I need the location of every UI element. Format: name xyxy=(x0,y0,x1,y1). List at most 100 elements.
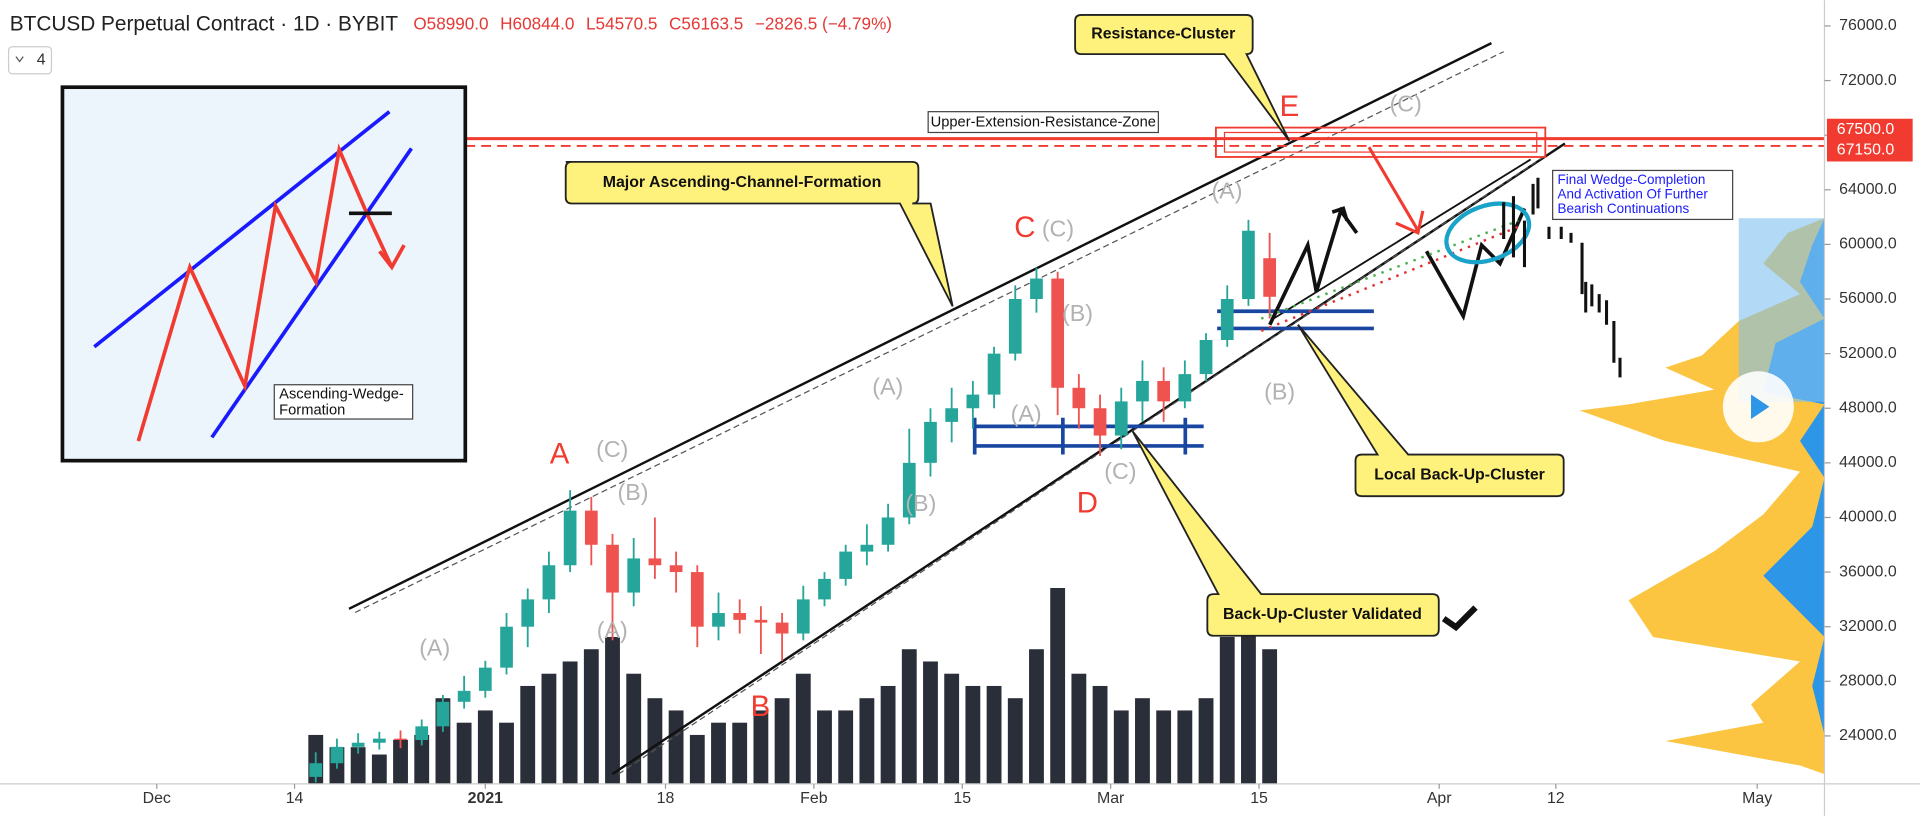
volume-bar xyxy=(859,698,875,784)
header: BTCUSD Perpetual Contract · 1D · BYBIT O… xyxy=(10,12,892,35)
candle-body xyxy=(1263,258,1276,297)
candle-body xyxy=(690,572,704,627)
volume-bar xyxy=(711,722,726,784)
axis-layer: 24000.0 28000.0 32000.0 36000.0 40000.0 44000… xyxy=(143,17,1913,807)
candle-body xyxy=(351,742,365,747)
candle-body xyxy=(1114,401,1128,436)
x-tick-label: 2021 xyxy=(468,790,504,807)
candle-body xyxy=(394,738,407,741)
inset-label: Formation xyxy=(279,402,345,418)
y-tick-label: 72000.0 xyxy=(1839,72,1897,89)
volume-bar xyxy=(1135,698,1150,784)
indicator-count[interactable]: 4 xyxy=(37,51,46,68)
candle-body xyxy=(775,622,789,634)
x-tick-label: May xyxy=(1742,790,1772,807)
volume-bar xyxy=(562,661,578,784)
level-label: 67500.0 xyxy=(1837,121,1895,138)
volume-bar xyxy=(1177,710,1193,784)
volume-bar xyxy=(1092,685,1108,784)
candle-body xyxy=(372,738,386,743)
wave-label: (B) xyxy=(905,490,936,516)
volume-bar xyxy=(668,710,684,784)
candle-body xyxy=(309,763,323,777)
candle-body xyxy=(839,551,853,579)
wave-label: (C) xyxy=(1104,458,1136,484)
callout-validated-text: Back-Up-Cluster Validated xyxy=(1223,606,1422,623)
callout-resistance-text: Resistance-Cluster xyxy=(1091,26,1235,43)
wave-label: (A) xyxy=(1211,178,1242,204)
candle-body xyxy=(902,462,916,518)
candle-body xyxy=(436,701,450,727)
y-tick-label: 56000.0 xyxy=(1839,290,1897,307)
wave-label: B xyxy=(751,690,771,723)
wave-label: (B) xyxy=(618,479,649,505)
volume-bar xyxy=(1071,673,1087,784)
inset-arrowhead xyxy=(378,244,406,271)
candle-body xyxy=(415,726,429,741)
volume-bar xyxy=(541,673,557,784)
wave-label: (A) xyxy=(419,634,450,660)
play-icon[interactable] xyxy=(1751,394,1770,420)
indicator-chevron[interactable] xyxy=(15,56,24,63)
volume-bar xyxy=(477,710,493,784)
wave-label: D xyxy=(1077,487,1098,520)
candle-body xyxy=(712,613,725,627)
resistance-box xyxy=(1215,126,1547,158)
final-note-box xyxy=(1552,169,1734,221)
candle-body xyxy=(669,565,683,573)
candle-body xyxy=(754,619,768,623)
checkmark xyxy=(1441,605,1478,632)
final-note: Bearish Continuations xyxy=(1558,201,1690,216)
candle-body xyxy=(542,565,556,600)
volume-bar xyxy=(1198,698,1214,784)
wave-label: (C) xyxy=(1390,91,1422,117)
candle-body xyxy=(1199,339,1213,375)
candle-layer xyxy=(309,219,1276,783)
callout-channel-text: Major Ascending-Channel-Formation xyxy=(603,174,882,191)
volume-bar xyxy=(689,734,705,784)
volume-profile-highlight xyxy=(1738,218,1825,402)
candle-body xyxy=(478,667,492,691)
level-label-box xyxy=(1826,118,1913,141)
y-tick-label: 44000.0 xyxy=(1839,454,1897,471)
ohlc-change: −2826.5 (−4.79%) xyxy=(755,13,892,33)
bearish-arrow xyxy=(1367,146,1420,232)
wave-label: (B) xyxy=(1062,300,1093,326)
candle-body xyxy=(521,599,535,627)
y-tick-label: 64000.0 xyxy=(1839,181,1897,198)
volume-bar xyxy=(1262,649,1278,784)
ohlc-low: L54570.5 xyxy=(586,13,657,33)
candle-body xyxy=(1157,380,1171,402)
volume-bar xyxy=(1219,636,1235,784)
resistance-box-inner xyxy=(1223,131,1538,153)
y-tick-label: 76000.0 xyxy=(1839,17,1897,34)
volume-bar xyxy=(817,710,832,784)
candle-body xyxy=(945,408,959,422)
callout-local-text: Local Back-Up-Cluster xyxy=(1374,467,1545,484)
indicator-toggle[interactable] xyxy=(7,46,53,75)
volume-bar xyxy=(605,636,620,784)
y-tick-label: 28000.0 xyxy=(1839,673,1897,690)
x-tick-label: Feb xyxy=(800,790,828,807)
candle-body xyxy=(1008,299,1022,354)
y-tick-label: 24000.0 xyxy=(1839,727,1897,744)
candle-body xyxy=(563,510,577,566)
volume-bar xyxy=(456,722,472,784)
channel-lower xyxy=(611,142,1566,776)
wave-label: C xyxy=(1014,211,1035,244)
projection-bars xyxy=(1502,177,1622,378)
volume-bar xyxy=(901,649,917,784)
inset-wave xyxy=(136,143,394,442)
wave-label: (A) xyxy=(597,617,628,643)
candle-body xyxy=(1242,230,1255,300)
x-tick-label: Mar xyxy=(1097,790,1125,807)
wave-label: (C) xyxy=(1042,216,1074,242)
volume-bar xyxy=(795,673,811,784)
final-note: And Activation Of Further xyxy=(1558,187,1709,202)
volume-bar xyxy=(583,649,599,784)
y-tick-label: 60000.0 xyxy=(1839,236,1897,253)
candle-body xyxy=(1072,387,1086,409)
level-label: 67150.0 xyxy=(1837,142,1895,159)
candle-body xyxy=(330,746,344,764)
